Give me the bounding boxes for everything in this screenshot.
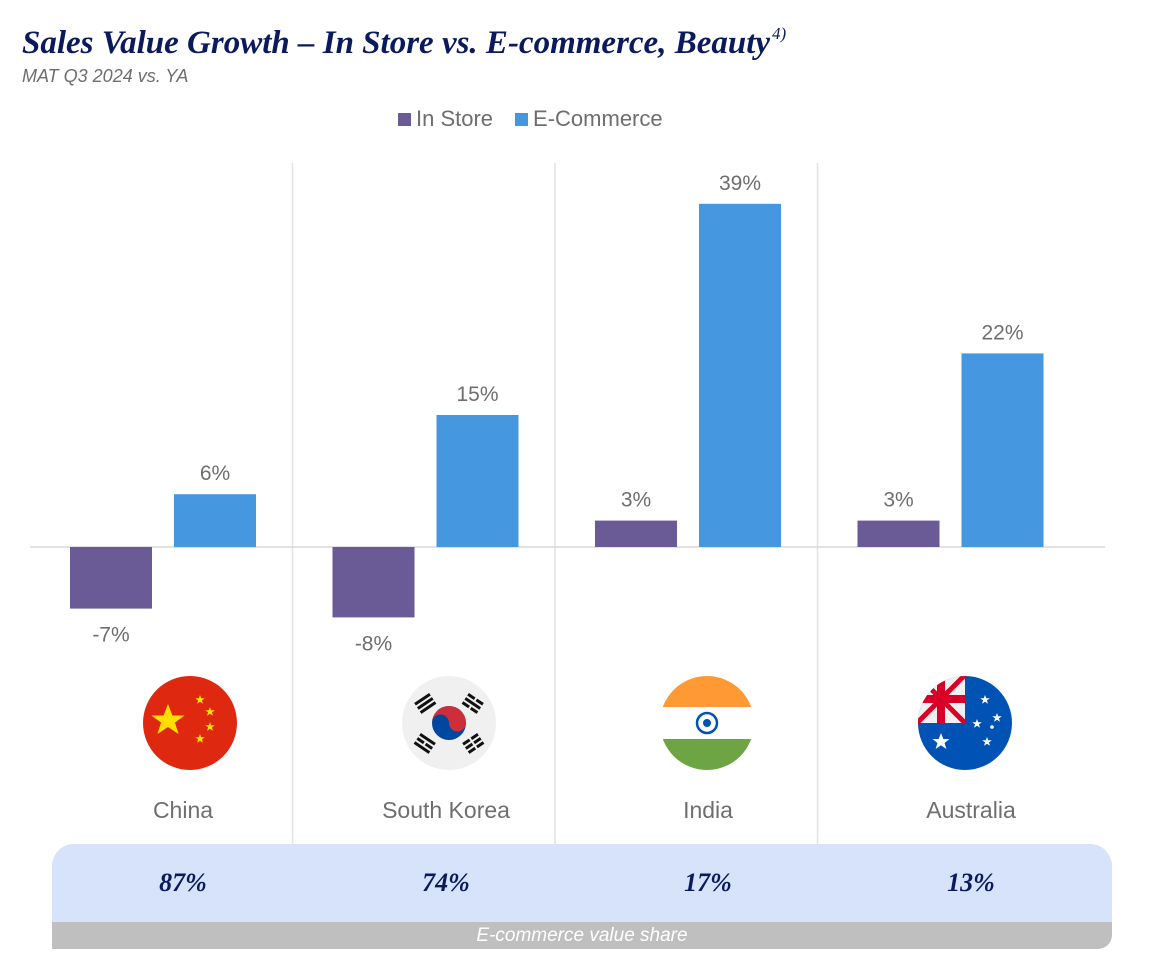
ecommerce-share-india: 17% <box>684 868 732 897</box>
bar-e-commerce-australia <box>961 353 1044 547</box>
ecommerce-share-china: 87% <box>159 868 207 897</box>
ecommerce-share-footer: E-commerce value share <box>52 922 1112 949</box>
bar-e-commerce-china <box>174 494 256 547</box>
china-flag-icon <box>143 676 237 770</box>
data-label-in-store-south-korea: -8% <box>355 632 392 655</box>
data-label-e-commerce-australia: 22% <box>981 321 1023 344</box>
data-label-in-store-india: 3% <box>621 489 651 512</box>
legend-label-e-commerce: E-Commerce <box>533 106 663 131</box>
south-korea-flag-icon <box>402 676 496 770</box>
bar-in-store-china <box>70 547 152 609</box>
legend-swatch-e-commerce <box>515 112 529 126</box>
country-label-china: China <box>152 797 214 823</box>
ecommerce-share-band <box>52 844 1112 922</box>
legend-item-in-store: In Store <box>398 106 493 132</box>
data-label-e-commerce-china: 6% <box>200 462 230 485</box>
country-label-india: India <box>683 797 733 823</box>
bar-in-store-india <box>595 520 677 547</box>
legend-item-e-commerce: E-Commerce <box>515 106 663 132</box>
australia-flag-icon <box>918 676 1012 770</box>
bar-e-commerce-south-korea <box>436 415 519 547</box>
bar-in-store-south-korea <box>332 547 415 618</box>
india-flag-icon <box>660 676 754 770</box>
ecommerce-share-south-korea: 74% <box>422 868 470 897</box>
data-label-in-store-china: -7% <box>92 624 129 647</box>
title-footnote: 4) <box>772 24 787 43</box>
data-label-e-commerce-india: 39% <box>719 172 761 195</box>
legend-label-in-store: In Store <box>416 106 494 131</box>
ecommerce-share-australia: 13% <box>947 868 995 897</box>
country-label-south-korea: South Korea <box>382 797 510 823</box>
chart-title: Sales Value Growth – In Store vs. E-comm… <box>22 24 787 61</box>
legend-swatch-in-store <box>398 112 411 126</box>
chart-legend: In Store E-Commerce <box>398 106 685 132</box>
chart-subtitle: MAT Q3 2024 vs. YA <box>22 66 189 86</box>
country-label-australia: Australia <box>926 797 1016 823</box>
bar-in-store-australia <box>857 520 940 547</box>
data-label-e-commerce-south-korea: 15% <box>456 383 498 406</box>
data-label-in-store-australia: 3% <box>883 489 913 512</box>
bar-e-commerce-india <box>699 203 781 548</box>
